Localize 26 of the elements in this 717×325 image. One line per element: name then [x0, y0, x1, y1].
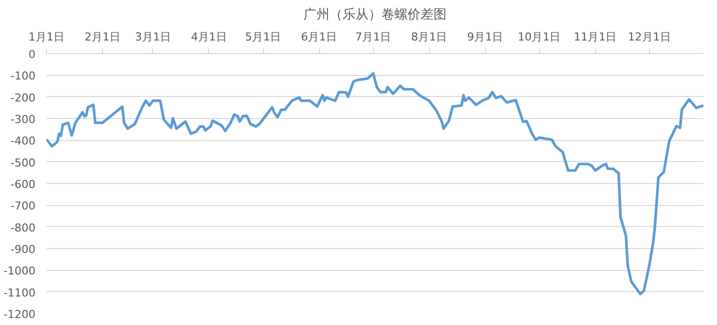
x-tick-label: 10月1日: [518, 30, 561, 44]
y-tick-label: -900: [10, 243, 36, 256]
y-tick-label: -300: [10, 113, 36, 126]
y-tick-label: -200: [10, 91, 36, 104]
y-tick-label: -1200: [4, 308, 36, 321]
y-tick-label: -800: [10, 221, 36, 234]
y-tick-label: -1100: [4, 286, 36, 300]
y-tick-label: -1000: [4, 264, 36, 278]
x-tick-label: 2月1日: [84, 30, 120, 44]
x-tick-label: 9月1日: [467, 30, 504, 44]
x-tick-label: 12月1日: [628, 30, 671, 44]
x-tick-label: 1月1日: [28, 30, 64, 44]
x-tick-label: 7月1日: [355, 30, 392, 44]
y-tick-label: -600: [10, 178, 36, 191]
chart-title: 广州（乐从）卷螺价差图: [304, 8, 446, 22]
y-tick-label: -700: [10, 200, 36, 213]
x-tick-label: 11月1日: [574, 30, 617, 44]
x-tick-label: 3月1日: [134, 30, 171, 44]
y-tick-label: 0: [28, 48, 36, 61]
y-tick-label: -100: [10, 70, 36, 83]
x-tick-label: 5月1日: [245, 30, 282, 44]
y-tick-label: -500: [10, 156, 36, 170]
y-tick-label: -400: [10, 134, 36, 148]
x-tick-label: 8月1日: [411, 30, 448, 44]
x-tick-label: 4月1日: [190, 30, 227, 44]
x-tick-label: 6月1日: [301, 30, 338, 44]
